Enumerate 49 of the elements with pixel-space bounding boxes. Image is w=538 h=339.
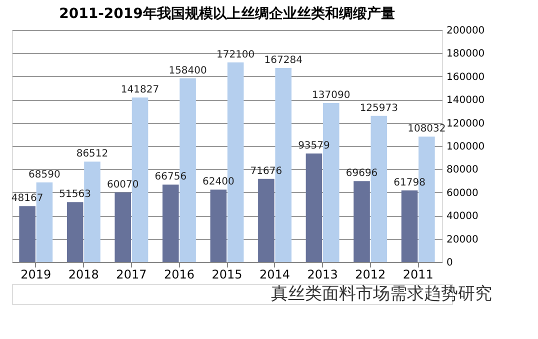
y-tick-label: 180000 — [446, 48, 485, 60]
x-tick-label: 2012 — [355, 268, 386, 282]
data-label: 167284 — [264, 54, 302, 66]
bar — [354, 181, 370, 262]
x-tick-label: 2019 — [20, 268, 52, 282]
y-tick-label: 40000 — [446, 211, 478, 222]
data-label: 61798 — [394, 177, 426, 188]
data-label: 71676 — [250, 166, 282, 177]
y-tick-label: 140000 — [446, 95, 485, 106]
data-label: 125973 — [360, 102, 398, 114]
y-tick-label: 160000 — [446, 72, 485, 83]
x-tick-label: 2015 — [212, 268, 242, 282]
x-tick-label: 2016 — [164, 268, 194, 282]
data-label: 93579 — [298, 140, 330, 152]
bar — [258, 178, 274, 262]
bar — [401, 190, 418, 262]
x-tick-label: 2017 — [116, 268, 147, 282]
chart-title: 2011-2019年我国规模以上丝绸企业丝类和绸缎产量 — [59, 5, 395, 22]
data-label: 62400 — [202, 176, 234, 188]
y-tick-label: 80000 — [446, 164, 478, 176]
y-tick-label: 100000 — [446, 142, 485, 152]
x-tick-label: 2014 — [260, 268, 290, 282]
data-label: 60070 — [106, 179, 139, 190]
data-label: 172100 — [216, 49, 255, 60]
y-tick-label: 120000 — [446, 118, 485, 130]
bar — [306, 153, 322, 262]
data-label: 68590 — [28, 169, 60, 180]
data-label: 141827 — [120, 84, 160, 96]
y-tick-label: 20000 — [446, 234, 478, 246]
text: 真丝类面料市场需求趋势研究 — [271, 284, 492, 304]
data-label: 86512 — [76, 148, 108, 160]
y-tick-label: 60000 — [446, 188, 478, 199]
data-label: 48167 — [11, 193, 44, 204]
data-label: 137090 — [312, 90, 350, 101]
x-tick-label: 2018 — [68, 268, 99, 282]
x-tick-label: 2011 — [402, 268, 434, 282]
data-label: 51563 — [59, 189, 91, 200]
x-tick-label: 2013 — [307, 268, 338, 282]
bar — [19, 206, 36, 262]
bar — [114, 192, 132, 262]
y-tick-label: 0 — [446, 258, 453, 268]
y-tick-label: 200000 — [446, 26, 485, 36]
data-label: 108032 — [408, 124, 446, 135]
bar — [162, 184, 179, 262]
data-label: 66756 — [154, 172, 187, 183]
bar — [210, 190, 227, 262]
data-label: 69696 — [346, 168, 378, 180]
bar — [66, 202, 84, 262]
data-label: 158400 — [168, 65, 207, 76]
